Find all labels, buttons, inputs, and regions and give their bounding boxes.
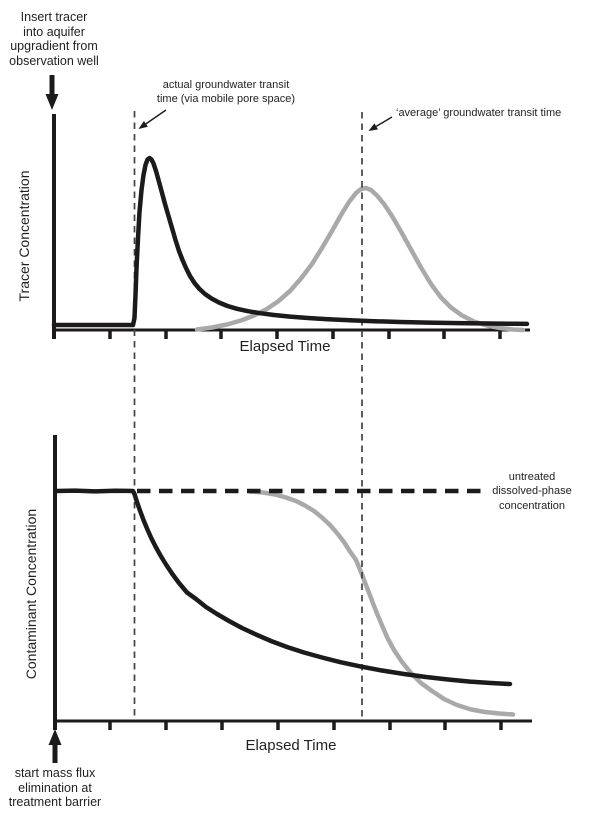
actual-transit-pointer-shaft — [145, 109, 167, 125]
average-transit-label: ‘average’ groundwater transit time — [396, 107, 562, 119]
insert-tracer-note: Insert tracer into aquifer upgradient fr… — [0, 10, 112, 68]
average-transit-pointer-shaft — [375, 116, 393, 127]
actual-transit-label: actual groundwater transit time (via mob… — [145, 79, 307, 106]
contaminant-average-curve — [247, 489, 516, 717]
untreated-concentration-label: untreated dissolved-phase concentration — [476, 470, 588, 513]
contaminant-actual-curve — [53, 488, 513, 687]
untreated-concentration-label-line: dissolved-phase — [492, 485, 572, 498]
top-chart-y-axis-label: Tracer Concentration — [16, 170, 32, 302]
insert-tracer-note-line: Insert tracer — [20, 10, 88, 24]
start-flux-note-line: elimination at — [18, 780, 92, 795]
start-flux-arrow-head — [48, 729, 62, 745]
start-flux-note-line: start mass flux — [14, 766, 96, 780]
start-flux-note: start mass flux elimination at treatment… — [0, 766, 116, 810]
bottom-chart-y-axis-label: Contaminant Concentration — [23, 508, 39, 680]
untreated-concentration-label-line: concentration — [498, 499, 566, 512]
top-chart-x-axis-label: Elapsed Time — [239, 338, 331, 355]
insert-tracer-arrow-head — [45, 94, 59, 110]
tracer-actual-curve — [51, 155, 530, 328]
bottom-chart-x-axis-label: Elapsed Time — [245, 737, 337, 754]
actual-transit-label-line: time (via mobile pore space) — [156, 92, 296, 105]
average-transit-pointer-head — [368, 123, 379, 131]
insert-tracer-note-line: observation well — [9, 53, 99, 68]
actual-transit-label-line: actual groundwater transit — [162, 79, 290, 91]
insert-tracer-note-line: upgradient from — [10, 39, 98, 54]
actual-transit-pointer-head — [138, 121, 148, 129]
insert-tracer-note-line: into aquifer — [23, 24, 85, 39]
tracer-average-curve — [194, 185, 526, 333]
start-flux-note-line: treatment barrier — [8, 795, 102, 810]
untreated-concentration-label-line: untreated — [508, 471, 556, 483]
